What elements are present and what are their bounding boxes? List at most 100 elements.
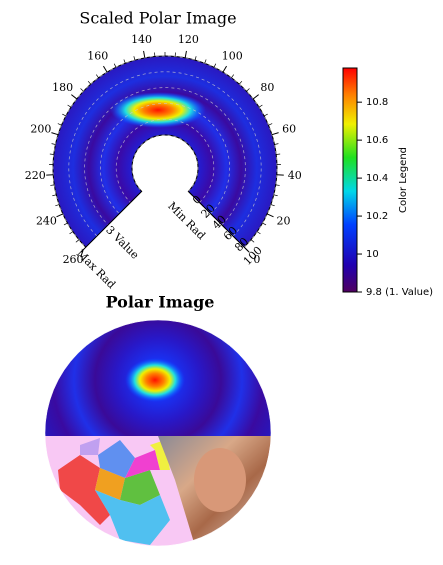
edge-minor-tick	[238, 241, 242, 245]
angle-minor-tick	[113, 63, 117, 68]
color-tick-label: 10.6	[366, 135, 388, 146]
face	[194, 448, 246, 512]
angle-minor-tick	[67, 104, 72, 108]
angle-minor-tick	[95, 74, 99, 78]
map-region	[95, 490, 170, 545]
angle-minor-tick	[204, 59, 207, 64]
color-bar	[342, 67, 358, 293]
angle-tick-label: 180	[52, 81, 73, 94]
edge-minor-tick	[96, 232, 101, 237]
edge-minor-tick	[118, 210, 123, 215]
angle-tick	[222, 65, 227, 73]
angle-minor-tick	[123, 59, 126, 64]
map-region	[98, 440, 135, 478]
angle-minor-tick	[62, 113, 66, 117]
edge-minor-tick	[210, 213, 214, 217]
angle-minor-tick	[264, 113, 268, 117]
angle-tick	[243, 246, 250, 253]
edge-minor-tick	[202, 205, 206, 209]
edge-minor-tick	[138, 191, 142, 195]
radial-axis-label: Min Rad	[165, 199, 208, 242]
angle-tick-label: 260	[63, 253, 84, 266]
angle-minor-tick	[69, 231, 74, 235]
edge-minor-tick	[107, 221, 112, 226]
angle-minor-tick	[63, 222, 68, 226]
angle-tick-label: 80	[260, 81, 274, 94]
angle-minor-tick	[256, 231, 261, 235]
top-title: Scaled Polar Image	[79, 9, 236, 28]
map-region	[120, 470, 160, 505]
angle-minor-tick	[87, 80, 91, 85]
angle-minor-tick	[275, 184, 280, 186]
edge-minor-tick	[241, 244, 245, 248]
edge-minor-tick	[235, 238, 240, 243]
angle-tick-label: 100	[222, 50, 243, 63]
edge-minor-tick	[127, 202, 131, 206]
edge-minor-tick	[213, 216, 217, 220]
edge-minor-tick	[116, 213, 120, 217]
color-tick-label: 10.2	[366, 211, 388, 222]
edge-minor-tick	[224, 227, 228, 231]
angle-minor-tick	[55, 204, 60, 207]
angle-minor-tick	[57, 123, 62, 126]
edge-minor-tick	[218, 221, 223, 226]
angle-minor-tick	[262, 222, 267, 226]
edge-minor-tick	[130, 199, 134, 203]
edge-minor-tick	[229, 232, 234, 237]
angle-minor-tick	[250, 239, 255, 243]
edge-minor-tick	[199, 202, 203, 206]
angle-tick-label: 240	[36, 214, 57, 227]
angle-tick	[80, 246, 87, 253]
angle-tick-label: 120	[178, 33, 199, 46]
edge-minor-tick	[204, 207, 209, 212]
edge-minor-tick	[188, 191, 192, 195]
radial-grid-ring	[131, 134, 199, 192]
angle-minor-tick	[50, 184, 55, 186]
edge-minor-tick	[121, 207, 126, 212]
bottom-title: Polar Image	[106, 293, 215, 312]
edge-minor-tick	[104, 224, 109, 229]
angle-tick-label: 20	[277, 214, 291, 227]
angle-minor-tick	[246, 88, 250, 92]
angle-tick	[184, 50, 187, 58]
edge-minor-tick	[124, 205, 128, 209]
angle-minor-tick	[213, 63, 217, 68]
color-legend-label: Color Legend	[398, 147, 409, 213]
color-tick-label: 10.4	[366, 173, 388, 184]
angle-tick-label: 60	[282, 122, 296, 135]
angle-tick-label: 200	[30, 122, 51, 135]
angle-minor-tick	[268, 123, 273, 126]
map-region	[95, 468, 125, 500]
angle-tick	[51, 132, 59, 136]
map-region	[58, 455, 110, 525]
angle-tick	[56, 213, 64, 218]
angle-tick-label: 220	[25, 169, 46, 182]
edge-minor-tick	[88, 241, 92, 245]
angle-tick	[143, 50, 146, 58]
angle-minor-tick	[52, 194, 57, 197]
edge-minor-tick	[85, 244, 89, 248]
angle-tick	[71, 94, 78, 100]
angle-minor-tick	[274, 143, 279, 145]
value-axis-label: 3 Value	[103, 223, 141, 261]
angle-minor-tick	[80, 88, 84, 92]
angle-minor-tick	[239, 80, 243, 85]
edge-minor-tick	[99, 230, 103, 234]
edge-minor-tick	[102, 227, 106, 231]
angle-tick	[271, 132, 279, 136]
edge-minor-tick	[207, 210, 212, 215]
angle-minor-tick	[194, 56, 197, 61]
radial-grid-ring	[84, 87, 246, 226]
color-bar-axis: 9.8 (1. Value) 10 10.2 10.4 10.6 10.8	[357, 97, 433, 298]
hot-spot	[125, 358, 185, 402]
edge-minor-tick	[196, 199, 200, 203]
edge-minor-tick	[232, 235, 237, 240]
radial-grid-ring	[100, 103, 230, 214]
angle-minor-tick	[231, 74, 235, 78]
angle-tick-label: 160	[87, 50, 108, 63]
angle-tick	[252, 94, 259, 100]
edge-minor-tick	[113, 216, 117, 220]
polar-image	[45, 320, 271, 546]
radial-grid-ring	[52, 55, 278, 248]
angle-tick-label: 140	[131, 33, 152, 46]
